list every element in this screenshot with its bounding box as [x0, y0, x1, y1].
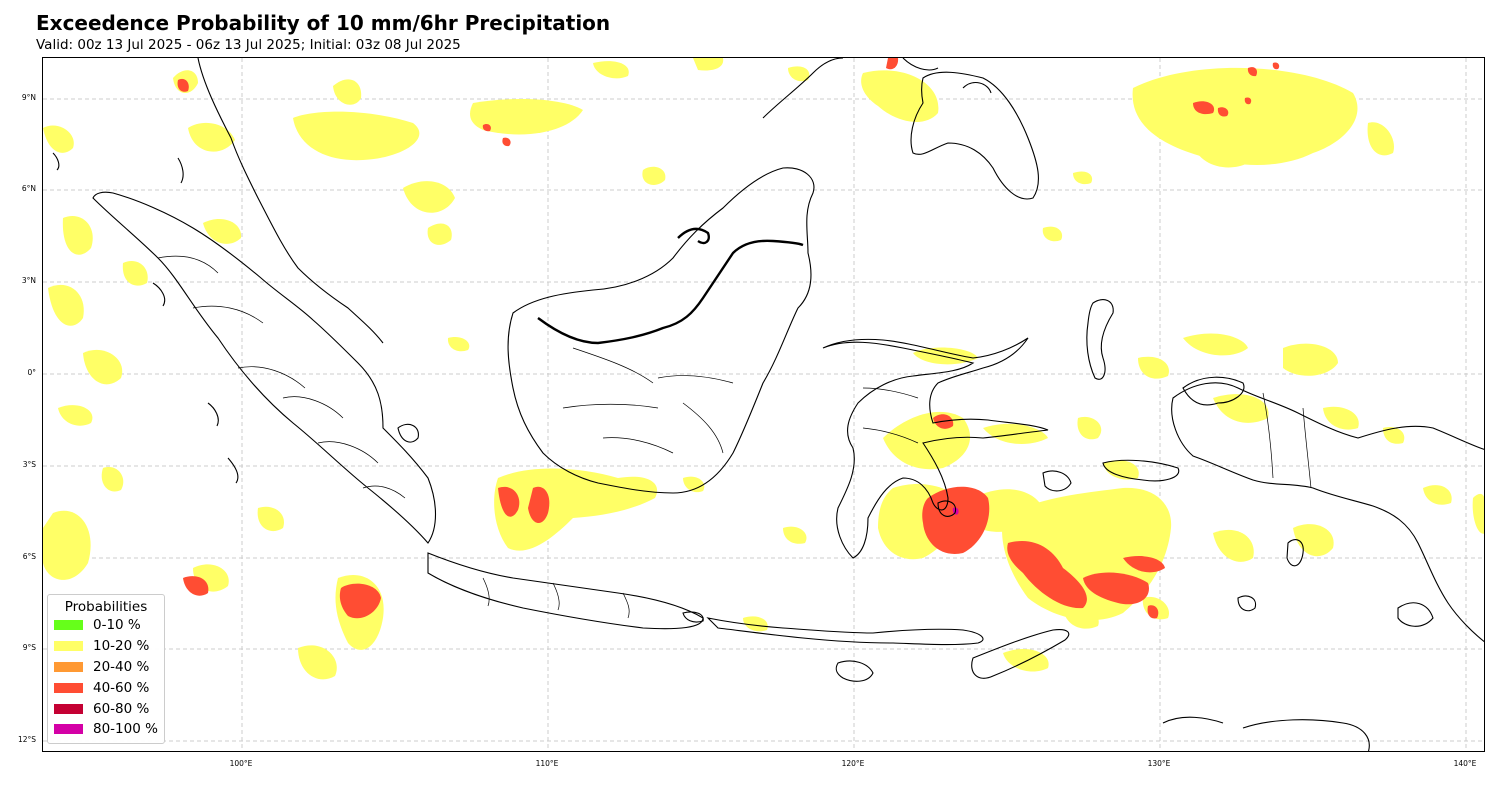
lat-tick-9s: 9°S	[22, 643, 36, 652]
coastline-south-papua	[1397, 602, 1434, 627]
legend-swatch	[54, 682, 83, 693]
legend-item: 60-80 %	[48, 698, 164, 719]
probability-40-60-areas	[177, 58, 1280, 619]
legend-item: 20-40 %	[48, 657, 164, 678]
legend-swatch	[54, 724, 83, 735]
coastline-andaman	[52, 152, 184, 184]
border-borneo	[537, 239, 804, 345]
coastline-malay-peninsula	[197, 58, 384, 344]
probability-legend: Probabilities 0-10 % 10-20 % 20-40 % 40-…	[47, 594, 165, 744]
legend-title: Probabilities	[64, 599, 148, 615]
lon-tick-120e: 120°E	[841, 759, 865, 768]
lon-tick-130e: 130°E	[1147, 759, 1171, 768]
legend-label: 0-10 %	[93, 617, 141, 634]
coastline-bird-head	[1182, 376, 1245, 406]
legend-label: 80-100 %	[93, 721, 158, 738]
legend-item: 10-20 %	[48, 636, 164, 657]
gridlines	[43, 58, 1484, 751]
lat-tick-3s: 3°S	[22, 460, 36, 469]
coastline-halmahera	[1086, 299, 1114, 380]
map-panel[interactable]	[42, 57, 1485, 752]
lat-tick-0: 0°	[27, 368, 36, 377]
legend-label: 10-20 %	[93, 638, 150, 655]
coastline-banggai	[937, 500, 957, 517]
legend-swatch	[54, 620, 83, 631]
lon-tick-140e: 140°E	[1453, 759, 1477, 768]
coastlines	[52, 58, 1484, 751]
coastline-philippines-north	[762, 58, 992, 119]
lat-tick-3n: 3°N	[21, 276, 36, 285]
legend-swatch	[54, 661, 83, 672]
lat-tick-12s: 12°S	[17, 735, 36, 744]
coastline-sumbawa-flores	[706, 617, 984, 646]
legend-item: 0-10 %	[48, 615, 164, 636]
coastline-borneo	[507, 167, 815, 494]
coastline-aru	[1286, 539, 1304, 567]
lat-tick-6n: 6°N	[21, 184, 36, 193]
coastline-sulawesi	[822, 337, 1049, 559]
coastline-sumatra	[92, 191, 436, 544]
coastline-nias-mentawai	[152, 282, 239, 484]
coastline-new-guinea	[1171, 382, 1484, 643]
legend-swatch	[54, 641, 83, 652]
lon-tick-110e: 110°E	[535, 759, 559, 768]
coastline-seram	[1102, 459, 1180, 482]
coastline-bangka	[397, 423, 419, 443]
lat-tick-6s: 6°S	[22, 552, 36, 561]
border-borneo-north	[677, 227, 710, 245]
map-canvas	[43, 58, 1484, 751]
map-title: Exceedence Probability of 10 mm/6hr Prec…	[36, 11, 611, 35]
legend-item: 40-60 %	[48, 677, 164, 698]
coastline-mindanao	[910, 71, 1039, 200]
lat-tick-9n: 9°N	[21, 93, 36, 102]
legend-item: 80-100 %	[48, 719, 164, 740]
lon-tick-100e: 100°E	[229, 759, 253, 768]
map-subtitle: Valid: 00z 13 Jul 2025 - 06z 13 Jul 2025…	[36, 37, 461, 53]
legend-swatch	[54, 703, 83, 714]
coastline-australia-north	[1162, 716, 1370, 751]
legend-label: 20-40 %	[93, 658, 150, 675]
coastline-sumba	[835, 660, 874, 682]
coastline-java	[427, 552, 704, 630]
legend-label: 40-60 %	[93, 679, 150, 696]
coastline-timor	[971, 629, 1070, 679]
coastline-bali-lombok	[682, 611, 704, 623]
probability-10-20-areas	[43, 58, 1484, 680]
coastline-wetar	[1237, 595, 1257, 612]
legend-label: 60-80 %	[93, 700, 150, 717]
coastline-buru	[1042, 470, 1072, 492]
province-borders	[157, 255, 1312, 619]
